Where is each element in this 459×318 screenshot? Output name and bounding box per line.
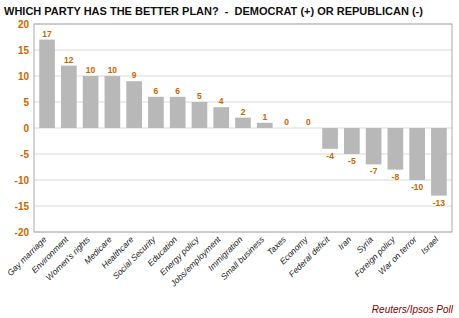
data-label: 6 bbox=[154, 86, 159, 96]
y-tick-label: 0 bbox=[23, 123, 29, 134]
y-tick-label: 20 bbox=[18, 19, 30, 30]
bar bbox=[83, 76, 99, 128]
y-tick-label: 5 bbox=[23, 97, 29, 108]
data-label: 4 bbox=[219, 96, 224, 106]
data-label: -7 bbox=[370, 166, 378, 176]
bar bbox=[39, 40, 55, 128]
title: WHICH PARTY HAS THE BETTER PLAN? - DEMOC… bbox=[4, 5, 423, 17]
data-label: 12 bbox=[64, 55, 74, 65]
bar bbox=[126, 81, 142, 128]
bar bbox=[148, 97, 164, 128]
data-label: 10 bbox=[86, 65, 96, 75]
chart: -20-15-10-50510152017121010966542100-4-5… bbox=[0, 0, 459, 318]
bar bbox=[300, 128, 316, 129]
bar bbox=[366, 128, 382, 164]
data-label: 1 bbox=[262, 112, 267, 122]
data-label: -5 bbox=[348, 156, 356, 166]
data-label: -4 bbox=[326, 151, 334, 161]
bar bbox=[170, 97, 186, 128]
data-label: -13 bbox=[433, 198, 446, 208]
bar bbox=[279, 128, 295, 129]
y-tick-label: 10 bbox=[18, 71, 30, 82]
x-tick-label: Small business bbox=[219, 234, 267, 282]
data-label: 2 bbox=[241, 107, 246, 117]
bar bbox=[61, 66, 77, 128]
x-tick-label: Iran bbox=[336, 234, 354, 252]
data-label: 17 bbox=[42, 29, 52, 39]
bar bbox=[257, 123, 273, 128]
data-label: 10 bbox=[108, 65, 118, 75]
bar bbox=[322, 128, 338, 149]
bar bbox=[388, 128, 404, 170]
bar bbox=[344, 128, 360, 154]
grid-line bbox=[34, 206, 452, 207]
x-tick-label: Israel bbox=[419, 234, 442, 257]
grid-line bbox=[34, 50, 452, 51]
data-label: -10 bbox=[411, 182, 424, 192]
data-label: 6 bbox=[175, 86, 180, 96]
data-label: 0 bbox=[306, 117, 311, 127]
y-tick-label: -20 bbox=[15, 227, 30, 238]
y-tick-label: -15 bbox=[15, 201, 30, 212]
y-tick-label: 15 bbox=[18, 45, 30, 56]
bar bbox=[235, 118, 251, 128]
data-label: 0 bbox=[284, 117, 289, 127]
data-label: 5 bbox=[197, 91, 202, 101]
bar bbox=[105, 76, 121, 128]
source-note: Reuters/Ipsos Poll bbox=[372, 304, 454, 315]
data-label: 9 bbox=[132, 70, 137, 80]
bars bbox=[39, 40, 447, 196]
bar bbox=[409, 128, 425, 180]
y-tick-label: -5 bbox=[20, 149, 29, 160]
y-tick-label: -10 bbox=[15, 175, 30, 186]
x-tick-label: War on terror bbox=[376, 234, 419, 277]
data-label: -8 bbox=[392, 172, 400, 182]
x-tick-label: Federal deficit bbox=[287, 234, 332, 279]
bar bbox=[192, 102, 208, 128]
bar bbox=[431, 128, 447, 196]
plot-frame bbox=[34, 24, 452, 232]
grid-line bbox=[34, 180, 452, 181]
bar bbox=[213, 107, 229, 128]
